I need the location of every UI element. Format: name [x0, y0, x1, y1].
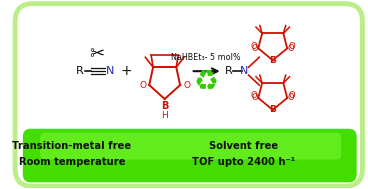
- Text: O: O: [288, 91, 295, 101]
- Text: ✂: ✂: [89, 45, 105, 63]
- FancyBboxPatch shape: [23, 129, 357, 182]
- Text: H: H: [161, 111, 168, 120]
- Text: O: O: [251, 44, 258, 53]
- Text: O: O: [139, 81, 146, 90]
- Text: B: B: [161, 101, 168, 111]
- Text: O: O: [288, 94, 294, 102]
- Text: Solvent free: Solvent free: [209, 141, 278, 151]
- FancyBboxPatch shape: [15, 4, 362, 186]
- Text: O: O: [183, 81, 190, 90]
- Text: O: O: [288, 44, 294, 53]
- Text: B: B: [269, 56, 276, 65]
- FancyBboxPatch shape: [40, 133, 341, 160]
- Text: N: N: [106, 66, 114, 76]
- Text: Room temperature: Room temperature: [19, 156, 125, 167]
- Text: TOF upto 2400 h⁻¹: TOF upto 2400 h⁻¹: [192, 156, 296, 167]
- Text: O: O: [251, 94, 258, 102]
- Text: O: O: [251, 91, 257, 101]
- Text: O: O: [288, 42, 295, 51]
- Text: O: O: [251, 42, 257, 51]
- Text: +: +: [120, 64, 132, 78]
- Text: NaHBEt₃- 5 mol%: NaHBEt₃- 5 mol%: [171, 53, 241, 62]
- Text: B: B: [269, 105, 276, 114]
- Text: Transition-metal free: Transition-metal free: [13, 141, 132, 151]
- Text: R: R: [224, 66, 232, 76]
- Text: N: N: [240, 66, 248, 76]
- Text: ♻: ♻: [194, 67, 219, 95]
- Text: R: R: [76, 66, 84, 76]
